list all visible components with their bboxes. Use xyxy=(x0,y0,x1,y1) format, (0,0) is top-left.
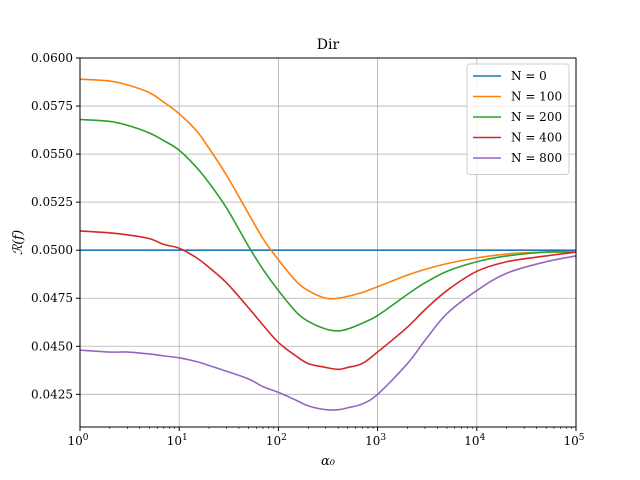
y-tick-label: 0.0425 xyxy=(31,387,73,401)
x-axis-label: α₀ xyxy=(321,454,336,469)
legend-entry-label: N = 200 xyxy=(511,110,562,124)
series-line-4 xyxy=(80,255,576,411)
x-tick-label: 103 xyxy=(365,433,386,448)
axis-ticks: 100 101 102 103 104 105 0.0425 0.0450 0.0475 0.05… xyxy=(31,51,585,448)
x-tick-label: 104 xyxy=(464,433,485,448)
y-tick-label: 0.0500 xyxy=(31,243,73,257)
y-tick-label: 0.0525 xyxy=(31,195,73,209)
series-line-1 xyxy=(80,78,576,300)
x-tick-label: 101 xyxy=(167,433,188,448)
x-tick-label: 102 xyxy=(266,433,287,448)
y-tick-label: 0.0600 xyxy=(31,51,73,65)
x-tick-label: 105 xyxy=(563,433,584,448)
x-tick-label: 100 xyxy=(67,433,88,448)
y-tick-label: 0.0550 xyxy=(31,147,73,161)
legend-entry-label: N = 400 xyxy=(511,131,562,145)
legend: N = 0 N = 100 N = 200 N = 400 N = 800 xyxy=(466,63,570,175)
legend-entry-label: N = 800 xyxy=(511,151,562,165)
series-lines xyxy=(80,78,576,411)
y-tick-label: 0.0475 xyxy=(31,291,73,305)
y-tick-label: 0.0450 xyxy=(31,339,73,353)
y-axis-label: ℛ(f) xyxy=(11,230,26,255)
chart-title: Dir xyxy=(317,37,340,53)
series-line-3 xyxy=(80,230,576,371)
plot-frame xyxy=(79,57,577,428)
y-tick-label: 0.0575 xyxy=(31,99,73,113)
legend-entry-label: N = 100 xyxy=(511,90,562,104)
legend-box xyxy=(466,63,570,175)
legend-entry-label: N = 0 xyxy=(511,69,547,83)
series-line-2 xyxy=(80,118,576,332)
